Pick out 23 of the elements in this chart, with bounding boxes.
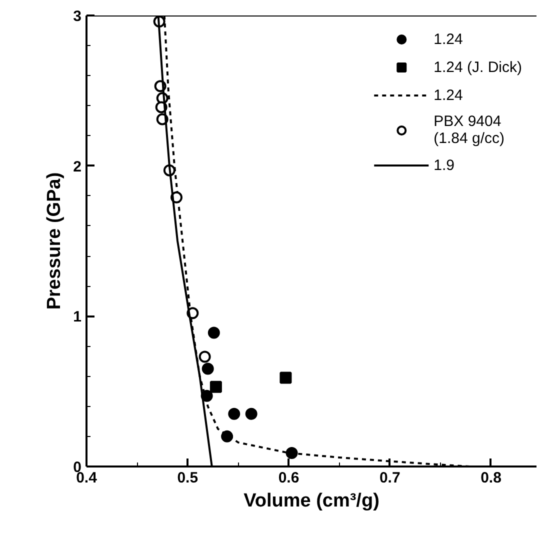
point <box>286 446 298 459</box>
point <box>202 362 214 375</box>
x-tick-label: 0.5 <box>177 470 198 486</box>
legend-label: PBX 9404 (1.84 g/cc) <box>434 113 505 147</box>
y-tick-label: 3 <box>73 8 82 25</box>
y-tick-label: 2 <box>73 158 82 176</box>
point <box>210 380 222 393</box>
legend-label: 1.24 (J. Dick) <box>434 58 522 76</box>
legend-label: 1.24 <box>434 86 463 104</box>
y-axis-title: Pressure (GPa) <box>44 172 66 310</box>
point <box>280 372 292 384</box>
x-tick-label: 0.8 <box>480 470 502 486</box>
x-tick-label: 0.6 <box>278 470 300 486</box>
legend-label: 1.9 <box>434 156 454 174</box>
point <box>245 408 258 420</box>
x-axis-title: Volume (cm³/g) <box>244 490 380 512</box>
y-tick-label: 1 <box>73 308 82 326</box>
point <box>208 326 220 339</box>
point <box>198 350 211 363</box>
legend-label: 1.24 <box>434 30 463 48</box>
x-tick-label: 0.7 <box>379 470 400 486</box>
point <box>221 430 234 442</box>
point <box>228 408 240 420</box>
